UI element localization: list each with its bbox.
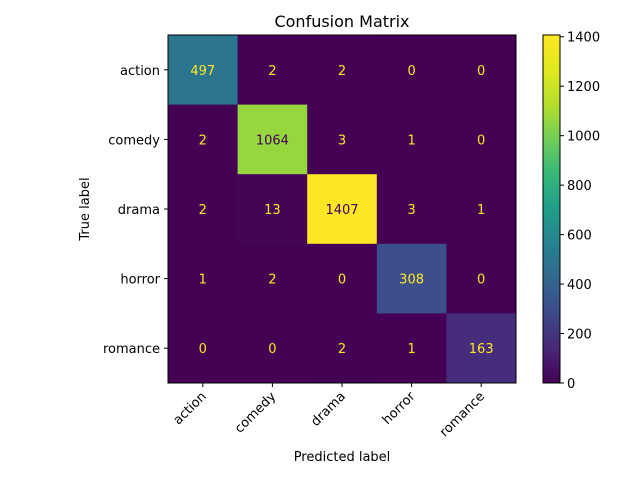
cell-value-label: 0 — [477, 273, 485, 288]
colorbar-ticks: 0 200 400 600 800 1000 1200 1400 — [560, 31, 600, 392]
colorbar-tick-label: 0 — [567, 377, 575, 392]
cell-value-label: 2 — [268, 64, 276, 79]
colorbar-tick-label: 800 — [567, 179, 592, 194]
cell-value-label: 1 — [477, 203, 485, 218]
cell-value-label: 0 — [268, 342, 276, 357]
cell-value-label: 13 — [264, 203, 281, 218]
heatmap-cells: 497 2 2 0 0 2 1064 3 1 0 2 13 1407 3 1 1 2 0 308 0 0 0 2 1 163 — [168, 35, 517, 384]
x-axis-label: Predicted label — [294, 450, 391, 465]
y-axis-label: True label — [78, 177, 93, 241]
colorbar-tick-label: 1000 — [567, 130, 600, 145]
x-tick-label: action — [171, 389, 210, 428]
x-tick-label: comedy — [232, 389, 279, 436]
colorbar-tick-label: 400 — [567, 278, 592, 293]
cell-value-label: 1407 — [325, 203, 358, 218]
cell-value-label: 3 — [338, 133, 346, 148]
cell-value-label: 2 — [338, 64, 346, 79]
cell-value-label: 0 — [338, 273, 346, 288]
cell-value-label: 2 — [268, 273, 276, 288]
y-ticks: action comedy drama horror romance — [103, 64, 168, 357]
x-tick-label: drama — [308, 389, 348, 429]
colorbar-tick-label: 1400 — [567, 31, 600, 46]
y-tick-label: horror — [120, 273, 160, 288]
cell-value-label: 1 — [407, 342, 415, 357]
cell-value-label: 0 — [477, 64, 485, 79]
cell-value-label: 0 — [407, 64, 415, 79]
cell-value-label: 0 — [477, 133, 485, 148]
y-tick-label: romance — [103, 342, 160, 357]
cell-value-label: 2 — [199, 203, 207, 218]
cell-value-label: 1064 — [256, 133, 289, 148]
colorbar-gradient — [543, 35, 560, 383]
x-tick-label: romance — [437, 389, 488, 440]
colorbar-tick-label: 1200 — [567, 80, 600, 95]
cell-value-label: 1 — [199, 273, 207, 288]
colorbar-tick-label: 600 — [567, 229, 592, 244]
x-tick-label: horror — [380, 389, 419, 428]
cell-value-label: 0 — [199, 342, 207, 357]
cell-value-label: 497 — [190, 64, 215, 79]
colorbar-tick-label: 200 — [567, 328, 592, 343]
chart-title: Confusion Matrix — [274, 12, 409, 31]
cell-value-label: 308 — [399, 273, 424, 288]
cell-value-label: 2 — [338, 342, 346, 357]
y-tick-label: drama — [118, 203, 160, 218]
cell-value-label: 163 — [469, 342, 494, 357]
x-ticks: action comedy drama horror romance — [171, 383, 488, 440]
y-tick-label: comedy — [108, 133, 160, 148]
y-tick-label: action — [120, 64, 160, 79]
cell-value-label: 2 — [199, 133, 207, 148]
cell-value-label: 3 — [407, 203, 415, 218]
cell-value-label: 1 — [407, 133, 415, 148]
